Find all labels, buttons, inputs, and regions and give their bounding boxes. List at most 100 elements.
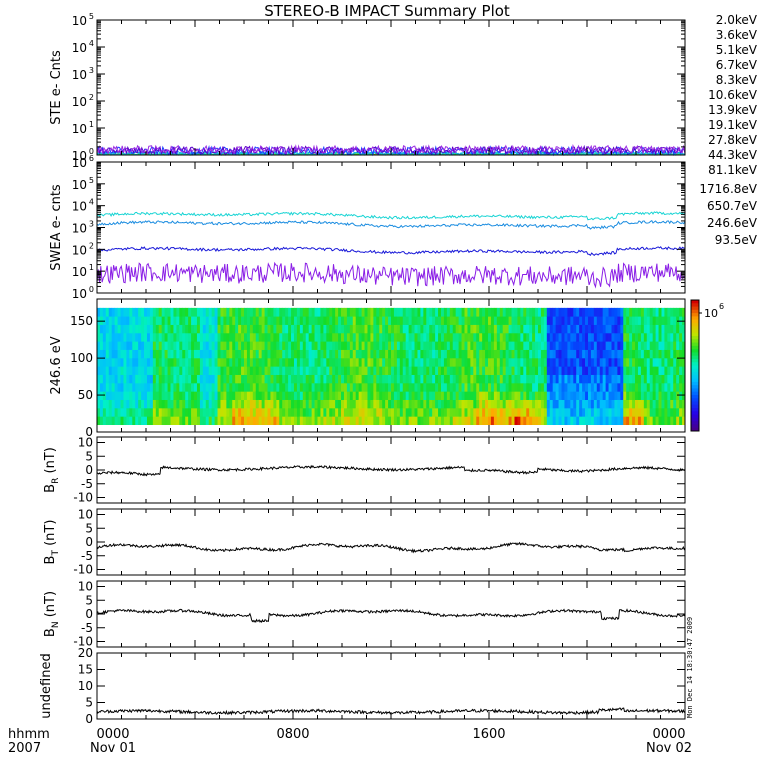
spectrogram-cell bbox=[535, 374, 539, 384]
spectrogram-cell bbox=[226, 357, 230, 367]
colorbar-segment bbox=[691, 345, 699, 350]
spectrogram-cell bbox=[511, 357, 515, 367]
spectrogram-cell bbox=[543, 324, 548, 334]
spectrogram-cell bbox=[241, 316, 245, 325]
spectrogram-cell bbox=[370, 357, 374, 367]
spectrogram-cell bbox=[664, 357, 668, 367]
spectrogram-cell bbox=[438, 341, 442, 350]
spectrogram-cell bbox=[443, 324, 448, 334]
spectrogram-cell bbox=[376, 391, 380, 400]
spectrogram-cell bbox=[405, 307, 410, 317]
spectrogram-cell bbox=[99, 349, 104, 359]
spectrogram-cell bbox=[426, 324, 430, 334]
spectrogram-cell bbox=[346, 366, 351, 375]
spectrogram-cell bbox=[285, 341, 289, 350]
spectrogram-cell bbox=[291, 374, 295, 384]
spectrogram-cell bbox=[252, 391, 257, 400]
spectrogram-cell bbox=[267, 399, 271, 409]
spectrogram-cell bbox=[435, 316, 439, 325]
spectrogram-cell bbox=[211, 307, 215, 317]
spectrogram-cell bbox=[114, 399, 118, 409]
spectrogram-cell bbox=[305, 341, 310, 350]
spectrogram-cell bbox=[105, 382, 110, 392]
spectrogram-cell bbox=[608, 357, 612, 367]
spectrogram-cell bbox=[605, 391, 609, 400]
spectrogram-cell bbox=[146, 324, 151, 334]
spectrogram-cell bbox=[261, 399, 265, 409]
swea-y-tick-exp: 6 bbox=[89, 154, 94, 163]
spectrogram-cell bbox=[617, 382, 621, 392]
spectrogram-cell bbox=[635, 382, 639, 392]
spectrogram-cell bbox=[596, 382, 601, 392]
spectrogram-cell bbox=[99, 382, 104, 392]
spectrogram-cell bbox=[346, 416, 351, 426]
spectrogram-cell bbox=[496, 324, 501, 334]
spectrogram-cell bbox=[438, 391, 442, 400]
spectrogram-cell bbox=[555, 357, 559, 367]
spectrogram-cell bbox=[417, 407, 421, 417]
spectrogram-cell bbox=[679, 332, 683, 342]
spectrogram-cell bbox=[473, 407, 477, 417]
spectrogram-cell bbox=[438, 307, 442, 317]
spectrogram-cell bbox=[223, 416, 227, 426]
spectrogram-cell bbox=[276, 382, 280, 392]
spectrogram-cell bbox=[191, 416, 195, 426]
spectrogram-cell bbox=[208, 307, 213, 317]
spectrogram-cell bbox=[199, 316, 204, 325]
spectrogram-cell bbox=[596, 399, 601, 409]
spectrogram-cell bbox=[311, 307, 315, 317]
spectrogram-cell bbox=[602, 349, 607, 359]
spectrogram-cell bbox=[261, 332, 265, 342]
spectrogram-cell bbox=[258, 324, 263, 334]
spectrogram-cell bbox=[246, 416, 251, 426]
spectrogram-cell bbox=[220, 366, 224, 375]
spectrogram-cell bbox=[435, 349, 439, 359]
spectrogram-cell bbox=[323, 332, 327, 342]
spectrogram-cell bbox=[458, 349, 462, 359]
spectrogram-cell bbox=[332, 366, 336, 375]
spectrogram-cell bbox=[176, 357, 180, 367]
spectrogram-cell bbox=[279, 349, 283, 359]
spectrogram-cell bbox=[467, 407, 471, 417]
spectrogram-cell bbox=[158, 349, 163, 359]
spectrogram-cell bbox=[285, 374, 289, 384]
spectrogram-cell bbox=[252, 382, 257, 392]
spectrogram-cell bbox=[673, 324, 677, 334]
spectrogram-cell bbox=[396, 341, 401, 350]
spectrogram-cell bbox=[499, 374, 504, 384]
spectrogram-cell bbox=[102, 349, 107, 359]
spectrogram-cell bbox=[343, 382, 348, 392]
spectrogram-cell bbox=[535, 307, 539, 317]
spectrogram-cell bbox=[117, 382, 121, 392]
spectrogram-cell bbox=[179, 382, 183, 392]
spectrogram-cell bbox=[223, 391, 227, 400]
spectrogram-cell bbox=[111, 399, 116, 409]
spectrogram-cell bbox=[561, 416, 565, 426]
spectrogram-cell bbox=[141, 399, 145, 409]
spectrogram-cell bbox=[391, 366, 395, 375]
colorbar-segment bbox=[691, 300, 699, 304]
spectrogram-cell bbox=[546, 341, 551, 350]
ste-legend-entry: 6.7keV bbox=[716, 58, 758, 72]
spectrogram-cell bbox=[329, 316, 333, 325]
spectrogram-cell bbox=[611, 407, 615, 417]
spectrogram-cell bbox=[220, 349, 224, 359]
spectrogram-cell bbox=[532, 374, 536, 384]
spectrogram-cell bbox=[579, 349, 583, 359]
spectrogram-cell bbox=[185, 391, 189, 400]
spectrogram-cell bbox=[411, 366, 415, 375]
spectrogram-cell bbox=[235, 324, 239, 334]
spectrogram-cell bbox=[567, 399, 571, 409]
spectrogram-cell bbox=[502, 316, 507, 325]
spectrogram-cell bbox=[643, 332, 648, 342]
spectrogram-cell bbox=[573, 399, 577, 409]
spectrogram-cell bbox=[632, 366, 636, 375]
spectrogram-cell bbox=[235, 366, 239, 375]
spectrogram-cell bbox=[420, 324, 424, 334]
spectrogram-cell bbox=[576, 324, 580, 334]
spectrogram-cell bbox=[244, 324, 248, 334]
spectrogram-cell bbox=[217, 366, 221, 375]
spectrogram-cell bbox=[129, 416, 133, 426]
spectrogram-cell bbox=[420, 307, 424, 317]
spectrogram-cell bbox=[141, 357, 145, 367]
